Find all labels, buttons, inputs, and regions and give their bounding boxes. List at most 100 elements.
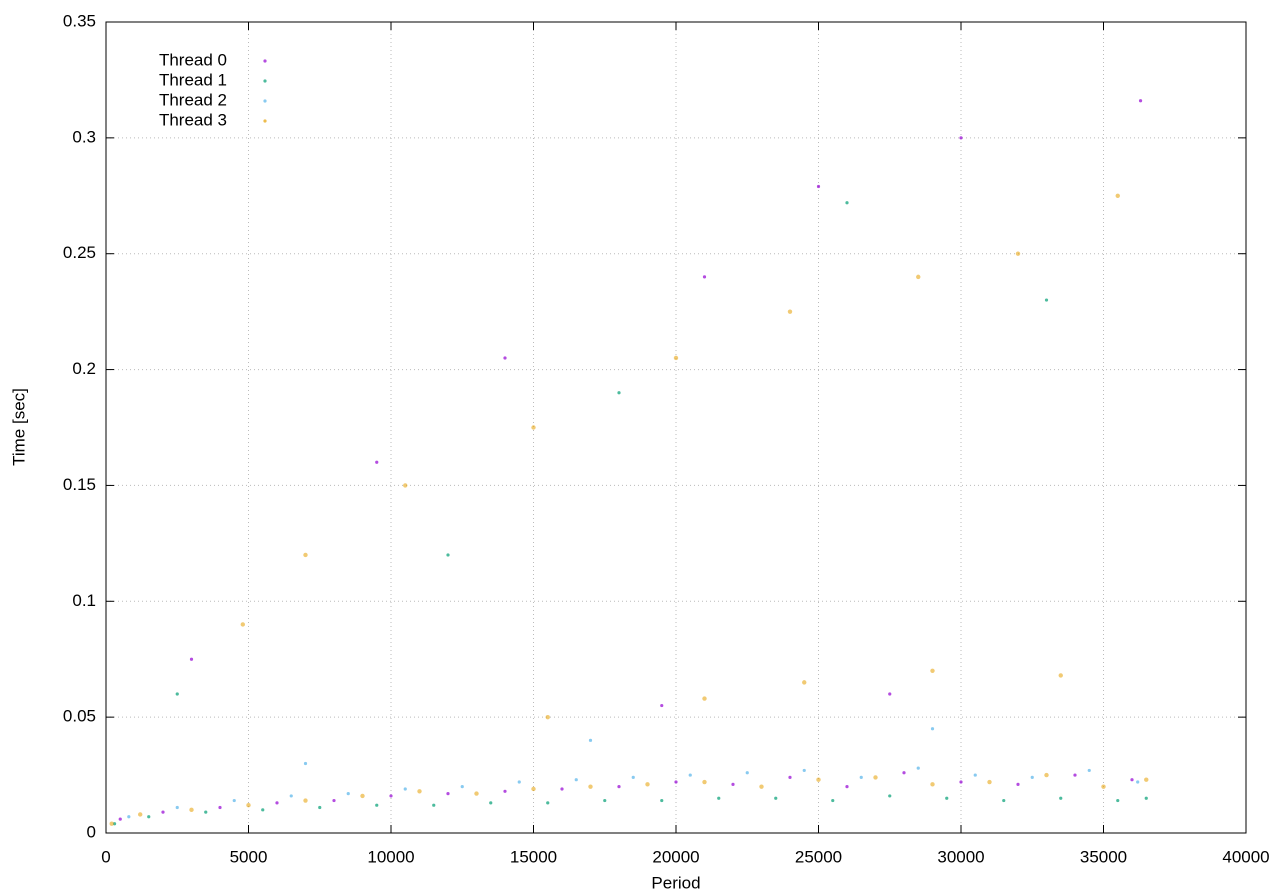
point xyxy=(959,780,963,784)
y-tick-label: 0.35 xyxy=(63,11,96,30)
legend-marker xyxy=(263,99,267,103)
point xyxy=(218,805,222,810)
point xyxy=(109,821,114,826)
point xyxy=(588,738,593,742)
point xyxy=(346,792,350,796)
point xyxy=(375,803,379,807)
point xyxy=(973,773,977,777)
point xyxy=(546,801,550,805)
point xyxy=(360,793,365,799)
point xyxy=(161,810,165,814)
point xyxy=(788,775,792,779)
point xyxy=(147,815,151,819)
point xyxy=(303,552,308,558)
point xyxy=(432,803,436,807)
point xyxy=(673,355,679,361)
point xyxy=(930,782,935,787)
point xyxy=(531,425,536,430)
point xyxy=(745,771,749,775)
point xyxy=(702,779,707,785)
point xyxy=(127,815,131,819)
point xyxy=(873,775,878,780)
point xyxy=(859,775,863,779)
point xyxy=(474,791,479,796)
point xyxy=(204,810,208,814)
point xyxy=(403,787,407,791)
point xyxy=(1059,796,1063,800)
point xyxy=(375,460,379,464)
point xyxy=(588,784,593,789)
y-tick-label: 0.05 xyxy=(63,707,96,726)
point xyxy=(674,780,678,784)
point xyxy=(945,796,949,800)
point xyxy=(303,761,308,766)
point xyxy=(916,766,920,770)
point xyxy=(1138,99,1143,103)
legend-label: Thread 0 xyxy=(159,50,227,69)
point xyxy=(717,796,721,800)
y-tick-label: 0.1 xyxy=(72,591,96,610)
legend-marker xyxy=(263,59,267,63)
point xyxy=(1116,798,1120,803)
point xyxy=(403,483,408,488)
point xyxy=(1144,796,1148,800)
point xyxy=(660,798,664,803)
point xyxy=(787,309,793,314)
point xyxy=(1144,777,1149,782)
point xyxy=(888,794,892,798)
x-tick-label: 0 xyxy=(101,847,110,866)
point xyxy=(560,787,564,791)
point xyxy=(888,692,892,696)
point xyxy=(1030,775,1034,779)
point xyxy=(603,798,607,803)
point xyxy=(702,275,707,279)
x-tick-label: 35000 xyxy=(1080,847,1127,866)
y-tick-label: 0.25 xyxy=(63,243,96,262)
x-tick-label: 30000 xyxy=(937,847,984,866)
point xyxy=(175,692,179,696)
point xyxy=(902,771,906,775)
plot-frame xyxy=(105,21,1247,834)
x-tick-label: 15000 xyxy=(510,847,557,866)
point xyxy=(802,768,806,773)
point xyxy=(517,780,521,784)
point xyxy=(802,680,807,685)
x-tick-label: 25000 xyxy=(795,847,842,866)
point xyxy=(1015,251,1021,256)
x-tick-label: 40000 xyxy=(1222,847,1269,866)
point xyxy=(660,703,664,708)
point xyxy=(275,801,279,805)
x-tick-label: 10000 xyxy=(367,847,414,866)
point xyxy=(1087,768,1091,773)
point xyxy=(138,812,143,817)
point xyxy=(1115,193,1120,198)
point xyxy=(1044,772,1049,778)
point xyxy=(617,785,621,789)
point xyxy=(617,391,621,395)
point xyxy=(1130,778,1134,782)
legend-marker xyxy=(263,79,267,83)
point xyxy=(1016,782,1020,786)
x-axis-title: Period xyxy=(651,873,700,892)
x-tick-label: 20000 xyxy=(652,847,699,866)
point xyxy=(318,805,322,810)
point xyxy=(959,136,963,140)
point xyxy=(489,801,493,805)
point xyxy=(460,785,464,789)
point xyxy=(774,796,778,800)
point xyxy=(1101,784,1106,789)
point xyxy=(112,822,117,826)
point xyxy=(118,817,122,821)
point xyxy=(916,274,921,280)
point xyxy=(759,784,764,789)
point xyxy=(545,714,550,720)
y-tick-label: 0.15 xyxy=(63,475,96,494)
legend-marker xyxy=(263,119,267,123)
point xyxy=(631,775,635,779)
point xyxy=(831,798,835,803)
legend-label: Thread 2 xyxy=(159,90,227,109)
point xyxy=(189,807,194,813)
point xyxy=(1044,298,1049,302)
point xyxy=(1058,673,1063,678)
